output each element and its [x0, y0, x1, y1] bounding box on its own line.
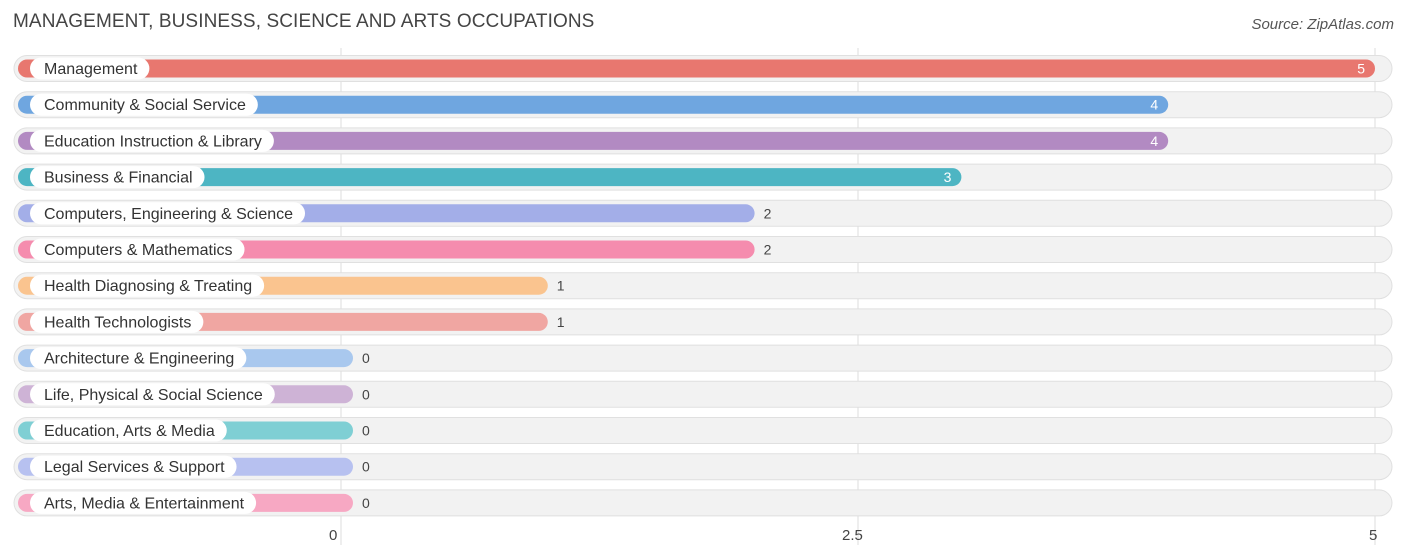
category-label-pill — [30, 383, 275, 406]
bar-track — [13, 380, 1393, 408]
category-label-pill — [30, 274, 265, 297]
category-label: Health Technologists — [44, 314, 191, 331]
bar — [18, 95, 1169, 114]
category-label-pill — [30, 129, 274, 152]
category-label-pill — [30, 310, 204, 333]
x-tick-label: 0 — [329, 527, 337, 544]
value-label: 2 — [764, 242, 772, 258]
category-label-pill — [30, 166, 205, 189]
category-label: Legal Services & Support — [44, 459, 225, 476]
value-label: 3 — [944, 169, 952, 185]
category-label-pill — [30, 238, 245, 261]
category-label-pill — [30, 202, 306, 225]
category-label-pill — [30, 491, 257, 514]
value-label: 0 — [362, 350, 370, 366]
category-label-pill — [30, 93, 258, 116]
value-label: 1 — [557, 278, 565, 294]
category-label: Computers & Mathematics — [44, 242, 233, 259]
category-label: Community & Social Service — [44, 97, 246, 114]
category-label: Business & Financial — [44, 170, 193, 187]
category-label: Arts, Media & Entertainment — [44, 495, 245, 512]
bar — [18, 131, 1169, 150]
category-label: Architecture & Engineering — [44, 351, 234, 368]
category-label: Management — [44, 61, 138, 78]
bar — [18, 59, 1375, 78]
value-label: 5 — [1357, 61, 1365, 77]
category-label: Education, Arts & Media — [44, 423, 215, 440]
category-label-pill — [30, 419, 227, 442]
x-tick-label: 2.5 — [842, 527, 863, 544]
category-label-pill — [30, 57, 150, 80]
category-label: Computers, Engineering & Science — [44, 206, 293, 223]
category-label-pill — [30, 347, 247, 370]
bar-track — [13, 489, 1393, 517]
x-tick-label: 5 — [1369, 527, 1377, 544]
value-label: 4 — [1150, 97, 1158, 113]
value-label: 0 — [362, 495, 370, 511]
bar-track — [13, 344, 1393, 372]
category-label-pill — [30, 455, 237, 478]
value-label: 0 — [362, 386, 370, 402]
value-label: 2 — [764, 205, 772, 221]
bar-track — [13, 417, 1393, 444]
category-label: Life, Physical & Social Science — [44, 387, 263, 404]
value-label: 0 — [362, 459, 370, 475]
category-label: Health Diagnosing & Treating — [44, 278, 252, 295]
bar — [18, 168, 962, 187]
bar-track — [13, 453, 1393, 481]
value-label: 1 — [557, 314, 565, 330]
source-label: Source: ZipAtlas.com — [1251, 16, 1394, 33]
value-label: 0 — [362, 423, 370, 439]
chart-title: MANAGEMENT, BUSINESS, SCIENCE AND ARTS O… — [13, 11, 595, 32]
category-label: Education Instruction & Library — [44, 133, 262, 150]
value-label: 4 — [1150, 133, 1158, 149]
